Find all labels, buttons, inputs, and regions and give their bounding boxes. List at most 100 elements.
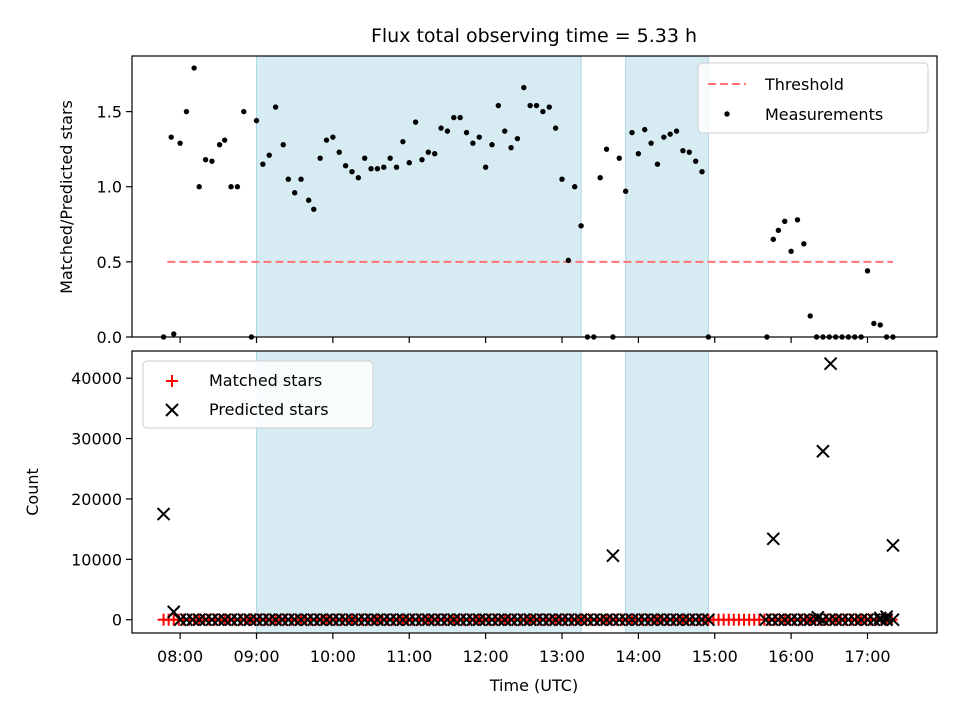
bottom-plot-frame <box>131 350 938 634</box>
y-tick-label: 0.0 <box>97 328 122 347</box>
measurement-point <box>540 108 546 115</box>
measurement-point <box>572 184 578 190</box>
measurement-point <box>323 137 330 143</box>
top-legend: Threshold Measurements <box>697 62 929 134</box>
bottom-legend: Matched stars Predicted stars <box>142 360 374 429</box>
bottom-x-ticks: 08:00 09:00 10:00 11:00 12:00 13:00 14:00 15:00… <box>157 633 891 666</box>
measurement-point <box>527 102 533 109</box>
predicted-star-marker <box>828 613 843 627</box>
measurement-point <box>489 141 495 148</box>
predicted-star-marker <box>408 613 423 627</box>
top-panel: 0.0 0.5 1.0 1.5 Matched/Predicted stars Thr… <box>57 55 938 347</box>
predicted-star-marker <box>580 613 595 627</box>
predicted-star-marker <box>186 613 200 627</box>
predicted-star-marker <box>268 613 283 627</box>
predicted-star-marker <box>854 613 868 627</box>
predicted-star-marker <box>383 613 397 627</box>
measurement-point <box>412 119 419 125</box>
measurement-point <box>241 108 247 115</box>
predicted-star-marker <box>332 613 346 627</box>
chart-title: Flux total observing time = 5.33 h <box>371 25 697 47</box>
predicted-star-marker <box>338 613 353 627</box>
measurement-point <box>406 159 412 166</box>
x-tick-label: 11:00 <box>386 647 432 666</box>
x-tick-label: 16:00 <box>768 647 814 666</box>
legend-predicted-label: Predicted stars <box>209 400 329 419</box>
measurement-point <box>457 114 463 121</box>
predicted-star-marker <box>529 613 544 627</box>
top-y-axis-label: Matched/Predicted stars <box>57 100 76 294</box>
predicted-star-marker <box>561 613 576 627</box>
measurement-point <box>234 184 241 190</box>
measurement-point <box>400 138 406 145</box>
predicted-star-marker <box>631 613 646 627</box>
measurement-point <box>552 125 559 131</box>
predicted-star-marker <box>434 613 448 627</box>
predicted-star-marker <box>256 613 270 627</box>
predicted-star-marker <box>625 613 639 627</box>
predicted-star-marker <box>313 613 327 627</box>
predicted-star-marker <box>389 613 404 627</box>
predicted-star-marker <box>638 613 652 627</box>
measurement-point <box>654 161 661 167</box>
bottom-y-ticks: 0 10000 20000 30000 40000 <box>71 369 132 630</box>
predicted-star-marker <box>415 613 429 627</box>
measurement-point <box>425 149 432 155</box>
predicted-star-marker <box>682 613 696 627</box>
predicted-star-marker <box>669 613 684 627</box>
measurement-point <box>432 150 438 157</box>
predicted-star-marker <box>402 613 416 627</box>
predicted-star-marker <box>542 613 556 627</box>
predicted-star-marker <box>370 613 385 627</box>
predicted-star-marker <box>300 613 315 627</box>
measurement-point <box>355 175 362 181</box>
predicted-star-marker <box>167 605 181 619</box>
measurement-point <box>183 108 190 115</box>
predicted-star-marker <box>587 613 601 627</box>
y-tick-label: 1.5 <box>97 103 122 122</box>
measurement-point <box>514 135 521 142</box>
predicted-star-marker <box>173 613 187 627</box>
predicted-star-marker <box>427 613 442 627</box>
predicted-star-marker <box>784 613 798 627</box>
predicted-star-marker <box>822 613 837 627</box>
predicted-star-marker <box>504 613 518 627</box>
x-tick-label: 14:00 <box>615 647 661 666</box>
predicted-star-marker <box>217 613 232 627</box>
x-tick-label: 13:00 <box>539 647 585 666</box>
measurement-point <box>565 257 572 264</box>
predicted-star-marker <box>593 613 607 627</box>
predicted-star-marker <box>663 613 677 627</box>
measurement-point <box>419 156 425 163</box>
predicted-star-marker <box>606 613 620 627</box>
legend-threshold-label: Threshold <box>764 75 844 94</box>
y-tick-label: 20000 <box>71 490 122 509</box>
predicted-star-marker <box>345 613 359 627</box>
predicted-star-marker <box>179 613 194 627</box>
measurement-point <box>692 158 699 164</box>
measurement-point <box>168 134 174 140</box>
measurement-point <box>438 125 444 131</box>
predicted-star-marker <box>778 613 792 627</box>
predicted-star-marker <box>574 613 588 627</box>
measurement-point <box>680 147 686 154</box>
measurement-point <box>521 84 527 91</box>
predicted-star-marker <box>701 613 716 627</box>
measurement-point <box>451 114 457 121</box>
measurement-point <box>463 129 470 136</box>
predicted-star-marker <box>453 613 467 627</box>
predicted-star-marker <box>879 609 894 624</box>
measurement-point <box>622 188 629 194</box>
predicted-star-marker <box>275 613 289 627</box>
predicted-star-marker <box>478 613 493 627</box>
measurement-point <box>470 140 476 146</box>
predicted-star-marker <box>237 613 251 627</box>
predicted-star-marker <box>211 613 226 627</box>
legend-measurements-swatch <box>724 111 730 117</box>
top-legend-frame <box>697 62 929 134</box>
measurement-point <box>559 176 565 182</box>
predicted-star-marker <box>421 613 436 627</box>
measurement-point <box>260 161 266 167</box>
measurement-point <box>673 128 680 134</box>
